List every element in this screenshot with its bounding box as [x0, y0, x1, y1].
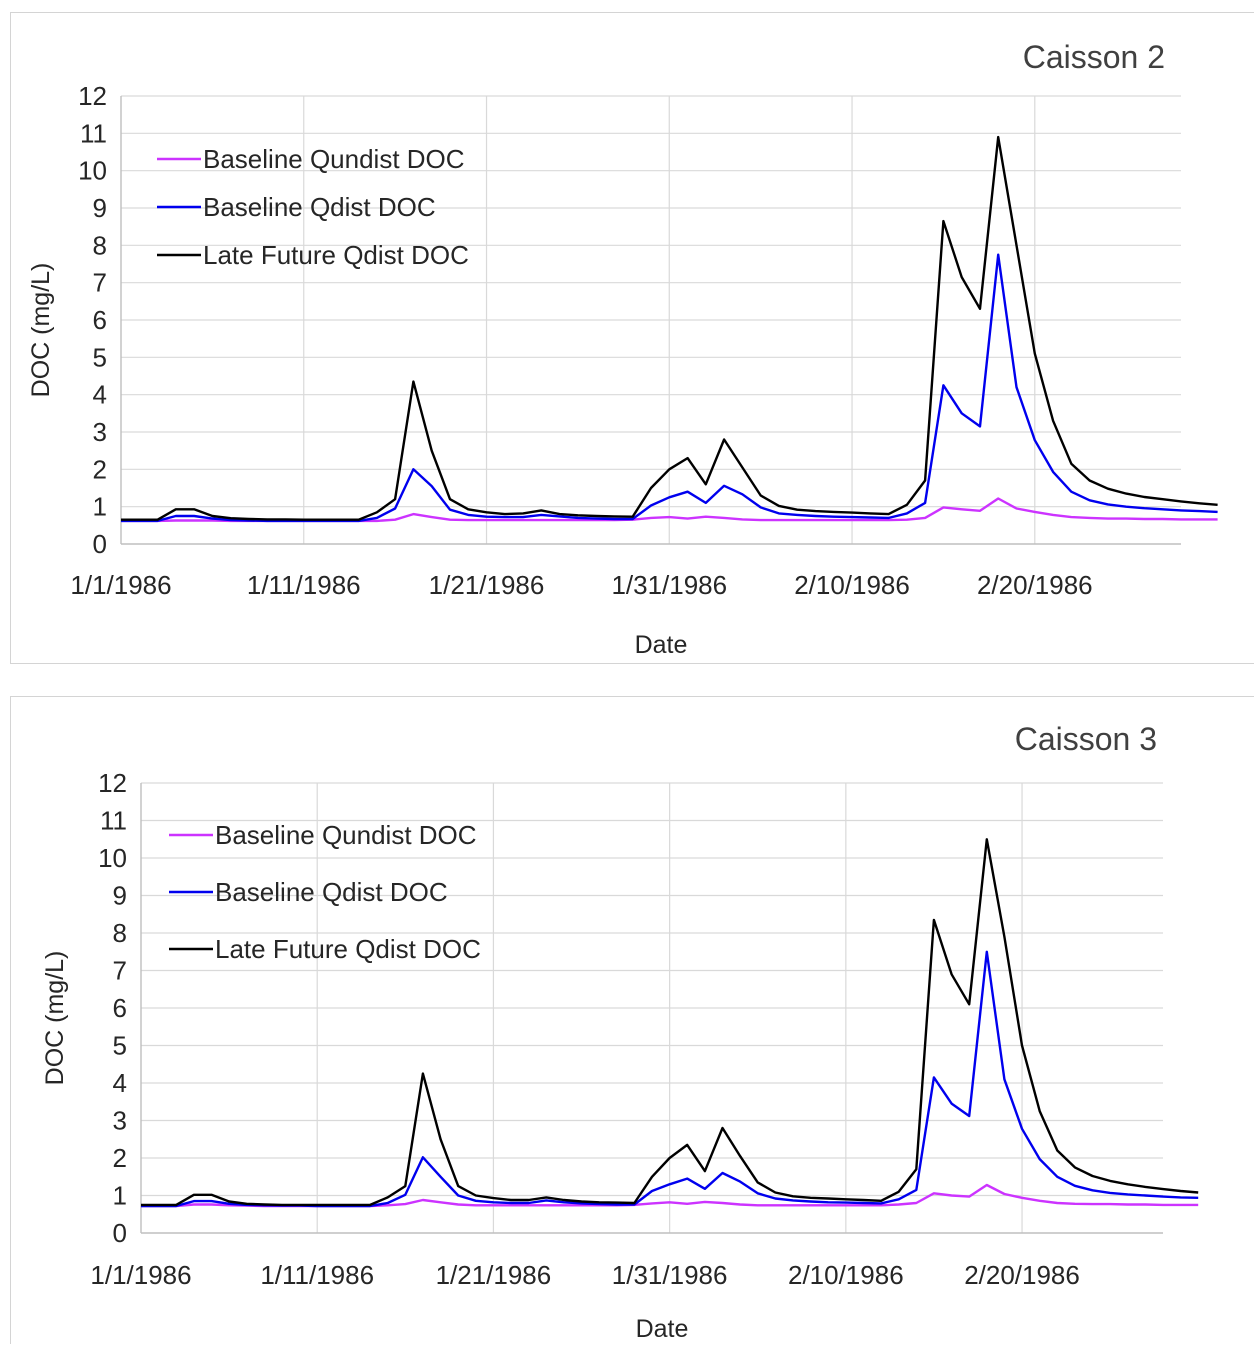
- y-tick-label: 9: [113, 881, 127, 911]
- chart-title: Caisson 3: [1015, 721, 1157, 757]
- legend-label: Baseline Qundist DOC: [203, 144, 465, 174]
- y-tick-label: 0: [113, 1218, 127, 1248]
- y-tick-label: 11: [100, 806, 127, 836]
- x-tick-label: 1/31/1986: [611, 570, 727, 600]
- x-tick-label: 2/20/1986: [977, 570, 1093, 600]
- legend-label: Late Future Qdist DOC: [215, 934, 481, 964]
- y-tick-label: 7: [93, 268, 107, 298]
- y-tick-label: 6: [113, 993, 127, 1023]
- y-tick-label: 4: [93, 380, 107, 410]
- x-tick-label: 1/1/1986: [70, 570, 171, 600]
- y-tick-label: 11: [80, 118, 107, 148]
- y-tick-label: 0: [93, 529, 107, 559]
- series-line-2: [121, 135, 1218, 521]
- y-tick-label: 1: [93, 492, 107, 522]
- chart-panel-caisson-3: Caisson 3 0 1 2 3 4 5 6 7 8 9 10 11 12 1/1/1986 1/11/19…: [10, 696, 1254, 1344]
- y-tick-label: 10: [98, 843, 127, 873]
- y-tick-label: 10: [78, 156, 107, 186]
- y-tick-label: 9: [93, 193, 107, 223]
- x-tick-label: 1/21/1986: [436, 1260, 552, 1290]
- x-tick-label: 1/11/1986: [260, 1260, 374, 1290]
- legend-label: Baseline Qdist DOC: [203, 192, 436, 222]
- chart-title: Caisson 2: [1023, 39, 1165, 75]
- x-axis-title: Date: [636, 1315, 689, 1343]
- legend-label: Baseline Qundist DOC: [215, 820, 477, 850]
- y-tick-label: 5: [93, 342, 107, 372]
- x-tick-label: 2/20/1986: [964, 1260, 1080, 1290]
- y-tick-label: 6: [93, 305, 107, 335]
- y-tick-label: 4: [113, 1068, 127, 1098]
- series-line-1: [121, 253, 1218, 523]
- x-axis-title: Date: [635, 631, 688, 659]
- x-tick-label: 1/1/1986: [90, 1260, 191, 1290]
- y-tick-label: 12: [98, 768, 127, 798]
- y-axis-title: DOC (mg/L): [41, 951, 69, 1086]
- y-tick-label: 3: [113, 1106, 127, 1136]
- y-tick-label: 1: [113, 1181, 127, 1211]
- series-line-2: [141, 838, 1199, 1207]
- chart-panel-caisson-2: Caisson 2 0 1 2 3 4 5 6 7 8 9 10 11 12 1/1/1986 1/11/19…: [10, 12, 1254, 664]
- x-tick-label: 1/11/1986: [247, 570, 361, 600]
- y-tick-label: 7: [113, 956, 127, 986]
- legend-label: Late Future Qdist DOC: [203, 240, 469, 270]
- x-tick-label: 1/21/1986: [429, 570, 545, 600]
- x-tick-label: 1/31/1986: [612, 1260, 728, 1290]
- x-tick-label: 2/10/1986: [794, 570, 910, 600]
- y-tick-label: 5: [113, 1031, 127, 1061]
- y-tick-label: 2: [93, 454, 107, 484]
- y-tick-label: 8: [93, 230, 107, 260]
- y-tick-label: 2: [113, 1143, 127, 1173]
- y-tick-label: 12: [78, 81, 107, 111]
- y-axis-title: DOC (mg/L): [27, 263, 55, 398]
- x-tick-label: 2/10/1986: [788, 1260, 904, 1290]
- y-tick-label: 8: [113, 918, 127, 948]
- legend-label: Baseline Qdist DOC: [215, 877, 448, 907]
- y-tick-label: 3: [93, 417, 107, 447]
